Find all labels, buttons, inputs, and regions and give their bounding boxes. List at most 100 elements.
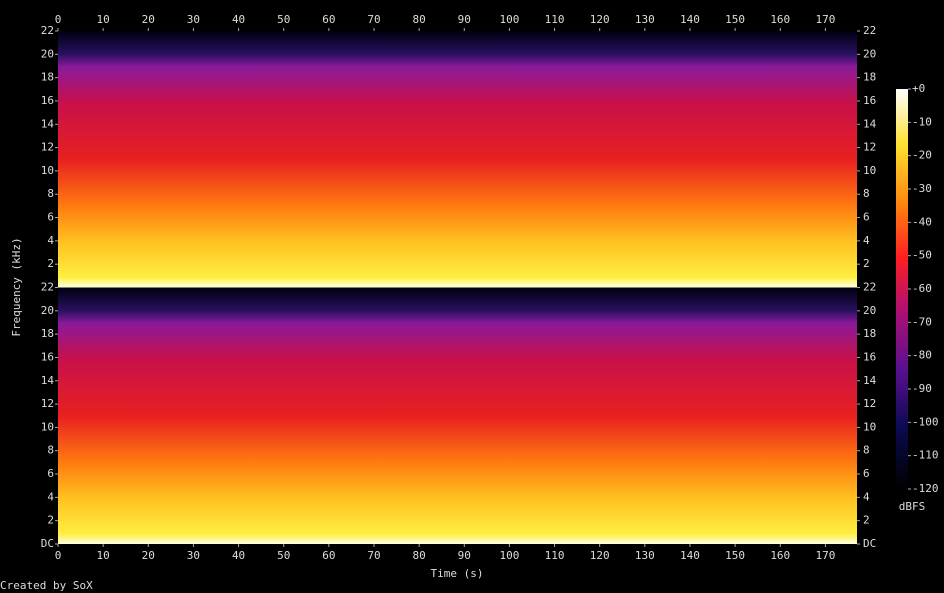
colorbar-label: dBFS xyxy=(899,500,926,513)
x-tick-label: 170 xyxy=(815,549,835,562)
x-tick-label: 60 xyxy=(322,13,335,26)
y-tick-label: 10 xyxy=(41,164,54,177)
colorbar-tick-label: -70 xyxy=(912,315,932,328)
x-tick-label: 20 xyxy=(142,13,155,26)
x-tick-label: 50 xyxy=(277,549,290,562)
y-tick-label: 2 xyxy=(863,514,870,527)
y-tick-label: 16 xyxy=(863,94,876,107)
colorbar-tick-label: -30 xyxy=(912,182,932,195)
colorbar xyxy=(896,89,908,489)
y-tick-label: 20 xyxy=(863,304,876,317)
y-tick-label: 2 xyxy=(47,257,54,270)
x-tick-label: 170 xyxy=(815,13,835,26)
y-tick-label: 22 xyxy=(863,24,876,37)
y-tick-label: 10 xyxy=(863,164,876,177)
x-tick-label: 70 xyxy=(367,549,380,562)
y-tick-label: 2 xyxy=(863,257,870,270)
x-tick-label: 130 xyxy=(635,549,655,562)
y-tick-label: 6 xyxy=(47,467,54,480)
colorbar-tick-label: -90 xyxy=(912,382,932,395)
y-tick-label: 18 xyxy=(863,71,876,84)
y-tick-label: 14 xyxy=(41,374,55,387)
y-tick-label: 4 xyxy=(47,490,54,503)
colorbar-tick-label: -110 xyxy=(912,449,939,462)
colorbar-tick-label: -80 xyxy=(912,349,932,362)
y-tick-label: 8 xyxy=(47,444,54,457)
colorbar-tick-label: -100 xyxy=(912,415,939,428)
x-tick-label: 160 xyxy=(770,549,790,562)
spectrogram-channel xyxy=(58,287,857,544)
y-tick-label: 12 xyxy=(41,141,54,154)
x-tick-label: 120 xyxy=(590,13,610,26)
x-tick-label: 140 xyxy=(680,13,700,26)
x-tick-label: 60 xyxy=(322,549,335,562)
x-tick-label: 80 xyxy=(413,13,426,26)
x-tick-label: 30 xyxy=(187,549,200,562)
y-tick-label: 8 xyxy=(863,444,870,457)
y-tick-label: 2 xyxy=(47,514,54,527)
y-tick-label: 6 xyxy=(863,467,870,480)
y-tick-label: 4 xyxy=(863,490,870,503)
y-tick-label: 20 xyxy=(41,304,54,317)
footer: Created by SoX xyxy=(0,579,93,592)
colorbar-tick-label: -120 xyxy=(912,482,939,495)
y-tick-label: 14 xyxy=(863,374,877,387)
y-tick-label: 22 xyxy=(863,281,876,294)
y-tick-label: DC xyxy=(41,537,54,550)
x-tick-label: 10 xyxy=(97,13,110,26)
y-tick-label: 18 xyxy=(41,327,54,340)
x-tick-label: 20 xyxy=(142,549,155,562)
y-tick-label: 8 xyxy=(863,187,870,200)
x-tick-label: 150 xyxy=(725,549,745,562)
x-tick-label: 100 xyxy=(499,13,519,26)
spectrogram-channel xyxy=(58,31,857,288)
x-tick-label: 0 xyxy=(55,549,62,562)
x-axis-label: Time (s) xyxy=(431,567,484,580)
y-tick-label: 12 xyxy=(863,141,876,154)
y-tick-label: 16 xyxy=(863,350,876,363)
x-tick-label: 120 xyxy=(590,549,610,562)
y-tick-label: 10 xyxy=(41,420,54,433)
y-tick-label: 12 xyxy=(863,397,876,410)
y-tick-label: 12 xyxy=(41,397,54,410)
y-tick-label: 18 xyxy=(41,71,54,84)
x-tick-label: 140 xyxy=(680,549,700,562)
y-tick-label: 10 xyxy=(863,420,876,433)
y-tick-label: 8 xyxy=(47,187,54,200)
x-tick-label: 70 xyxy=(367,13,380,26)
y-tick-label: DC xyxy=(863,537,876,550)
x-tick-label: 150 xyxy=(725,13,745,26)
y-tick-label: 20 xyxy=(41,47,54,60)
colorbar-tick-label: -10 xyxy=(912,115,932,128)
y-tick-label: 20 xyxy=(863,47,876,60)
x-tick-label: 10 xyxy=(97,549,110,562)
x-tick-label: 110 xyxy=(545,13,565,26)
colorbar-tick-label: -40 xyxy=(912,215,932,228)
x-tick-label: 0 xyxy=(55,13,62,26)
colorbar-tick-label: -60 xyxy=(912,282,932,295)
y-tick-label: 14 xyxy=(41,117,55,130)
x-tick-label: 90 xyxy=(458,549,471,562)
x-tick-label: 30 xyxy=(187,13,200,26)
y-tick-label: 22 xyxy=(41,24,54,37)
y-tick-label: 14 xyxy=(863,117,877,130)
y-tick-label: 16 xyxy=(41,94,54,107)
y-tick-label: 6 xyxy=(47,211,54,224)
x-tick-label: 100 xyxy=(499,549,519,562)
colorbar-tick-label: -20 xyxy=(912,149,932,162)
y-tick-label: 16 xyxy=(41,350,54,363)
colorbar-tick-label: +0 xyxy=(912,82,925,95)
y-tick-label: 4 xyxy=(47,234,54,247)
y-tick-label: 4 xyxy=(863,234,870,247)
x-tick-label: 40 xyxy=(232,13,245,26)
x-tick-label: 80 xyxy=(413,549,426,562)
y-tick-label: 18 xyxy=(863,327,876,340)
x-tick-label: 110 xyxy=(545,549,565,562)
x-tick-label: 40 xyxy=(232,549,245,562)
y-tick-label: 22 xyxy=(41,281,54,294)
x-tick-label: 130 xyxy=(635,13,655,26)
y-tick-label: 6 xyxy=(863,211,870,224)
x-tick-label: 90 xyxy=(458,13,471,26)
y-axis-label: Frequency (kHz) xyxy=(10,237,23,336)
